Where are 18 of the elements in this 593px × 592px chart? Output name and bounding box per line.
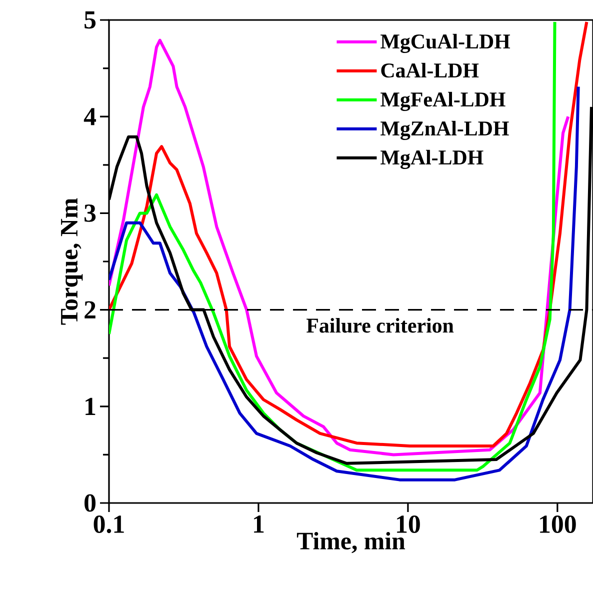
x-tick-label: 1 xyxy=(254,516,264,533)
ref-line-label: Failure criterion xyxy=(306,318,454,333)
x-tick-label: 10 xyxy=(397,516,420,533)
y-axis-title: Torque, Nm xyxy=(61,198,83,325)
x-axis-title: Time, min xyxy=(296,532,406,554)
legend-label: MgAl-LDH xyxy=(380,150,484,169)
y-tick-label: 4 xyxy=(84,108,96,126)
legend-label: CaAl-LDH xyxy=(381,62,479,78)
y-tick-label: 3 xyxy=(84,204,96,222)
legend-label: MgCuAl-LDH xyxy=(380,34,510,53)
x-tick-label: 0.1 xyxy=(94,516,124,534)
y-tick-label: 5 xyxy=(84,11,96,29)
y-tick-label: 1 xyxy=(86,398,96,415)
x-tick-label: 100 xyxy=(540,516,576,533)
y-tick-label: 0 xyxy=(84,494,96,512)
legend-label: MgZnAl-LDH xyxy=(380,120,509,140)
y-tick-label: 2 xyxy=(84,301,96,318)
legend-label: MgFeAl-LDH xyxy=(380,92,506,111)
